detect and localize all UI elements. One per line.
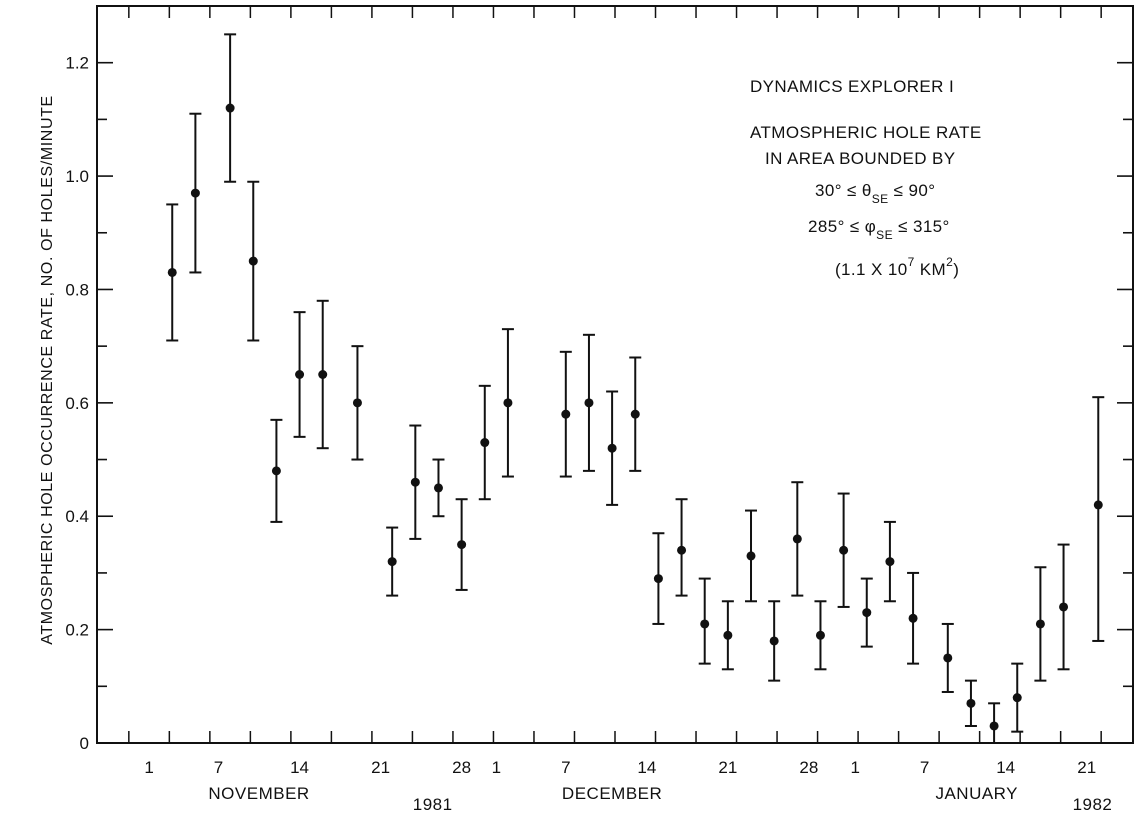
- annotation-phi-sub: SE: [876, 228, 893, 242]
- month-label: DECEMBER: [562, 784, 662, 803]
- data-point: [480, 438, 490, 448]
- annotation-area-b: KM: [915, 260, 946, 279]
- y-tick-label: 1.0: [65, 167, 89, 186]
- data-point: [792, 534, 802, 544]
- data-point: [1093, 500, 1103, 510]
- data-point: [190, 188, 200, 198]
- data-point: [248, 256, 258, 266]
- data-point: [885, 557, 895, 567]
- annotation-area-c: ): [953, 260, 959, 279]
- x-tick-label: 1: [144, 758, 153, 777]
- x-tick-label: 28: [452, 758, 471, 777]
- data-point: [387, 557, 397, 567]
- annotation-phi-b: ≤ 315°: [893, 217, 950, 236]
- data-point: [167, 267, 177, 277]
- x-tick-label: 21: [371, 758, 390, 777]
- data-point: [769, 636, 779, 646]
- annotation-area: (1.1 X 107 KM2): [835, 255, 959, 279]
- data-point: [433, 483, 443, 493]
- annotation-instrument: DYNAMICS EXPLORER I: [750, 77, 954, 96]
- x-tick-label: 1: [492, 758, 501, 777]
- y-tick-label: 0.2: [65, 621, 89, 640]
- annotation-theta-b: ≤ 90°: [889, 181, 936, 200]
- data-point: [943, 653, 953, 663]
- x-tick-label: 14: [290, 758, 309, 777]
- data-point: [723, 630, 733, 640]
- annotation-theta-range: 30° ≤ θSE ≤ 90°: [815, 181, 935, 206]
- data-point: [630, 409, 640, 419]
- data-point: [295, 370, 305, 379]
- month-label: NOVEMBER: [208, 784, 309, 803]
- x-tick-label: 28: [799, 758, 818, 777]
- y-tick-label: 0.8: [65, 280, 89, 299]
- y-tick-label: 0: [80, 734, 89, 753]
- axis-ticks: [97, 5, 1133, 744]
- x-tick-label: 7: [920, 758, 929, 777]
- annotation-area-a: (1.1 X 10: [835, 260, 908, 279]
- data-point: [815, 630, 825, 640]
- data-points: [167, 103, 1103, 731]
- annotation-phi-range: 285° ≤ φSE ≤ 315°: [808, 217, 950, 242]
- data-point: [746, 551, 756, 561]
- data-point: [966, 698, 976, 708]
- data-point: [318, 370, 328, 379]
- data-point: [352, 398, 362, 408]
- data-point: [1035, 619, 1045, 629]
- x-tick-label: 7: [214, 758, 223, 777]
- year-label: 1982: [1073, 795, 1113, 814]
- data-point: [839, 545, 849, 555]
- data-point: [410, 477, 420, 487]
- y-tick-label: 0.4: [65, 507, 89, 526]
- plot-border: [96, 5, 1134, 744]
- data-point: [561, 409, 571, 419]
- data-point: [989, 721, 999, 731]
- x-tick-label: 7: [561, 758, 570, 777]
- y-tick-label: 1.2: [65, 54, 89, 73]
- data-point: [677, 545, 687, 555]
- data-point: [225, 103, 235, 113]
- annotation-area-exp2: 2: [946, 255, 953, 269]
- data-point: [607, 443, 617, 453]
- data-point: [1012, 693, 1022, 703]
- data-point: [271, 466, 281, 476]
- x-tick-label: 14: [996, 758, 1015, 777]
- data-point: [700, 619, 710, 629]
- annotation-subtitle: IN AREA BOUNDED BY: [765, 149, 955, 168]
- annotation-phi-a: 285° ≤ φ: [808, 217, 876, 236]
- year-label: 1981: [413, 795, 453, 814]
- x-tick-label: 21: [1077, 758, 1096, 777]
- data-point: [908, 613, 918, 623]
- data-point: [1059, 602, 1069, 612]
- annotation-title: ATMOSPHERIC HOLE RATE: [750, 123, 982, 142]
- annotation-block: DYNAMICS EXPLORER I ATMOSPHERIC HOLE RAT…: [750, 77, 982, 279]
- month-label: JANUARY: [935, 784, 1018, 803]
- axis-labels: 0 0.2 0.4 0.6 0.8 1.0 1.2 1 7 14 21 28 1 7 14 21 28 1 7 14 2…: [65, 54, 1112, 814]
- data-point: [584, 398, 594, 408]
- annotation-theta-sub: SE: [872, 192, 889, 206]
- x-tick-label: 14: [637, 758, 656, 777]
- annotation-theta-a: 30° ≤ θ: [815, 181, 872, 200]
- x-tick-label: 1: [850, 758, 859, 777]
- y-tick-label: 0.6: [65, 394, 89, 413]
- x-tick-label: 21: [718, 758, 737, 777]
- data-point: [862, 608, 872, 618]
- y-axis-label: ATMOSPHERIC HOLE OCCURRENCE RATE, NO. OF…: [39, 95, 56, 644]
- data-point: [653, 574, 663, 584]
- plot-frame: [96, 5, 1134, 744]
- annotation-area-exp: 7: [908, 255, 915, 269]
- data-point: [503, 398, 513, 408]
- data-point: [457, 540, 467, 550]
